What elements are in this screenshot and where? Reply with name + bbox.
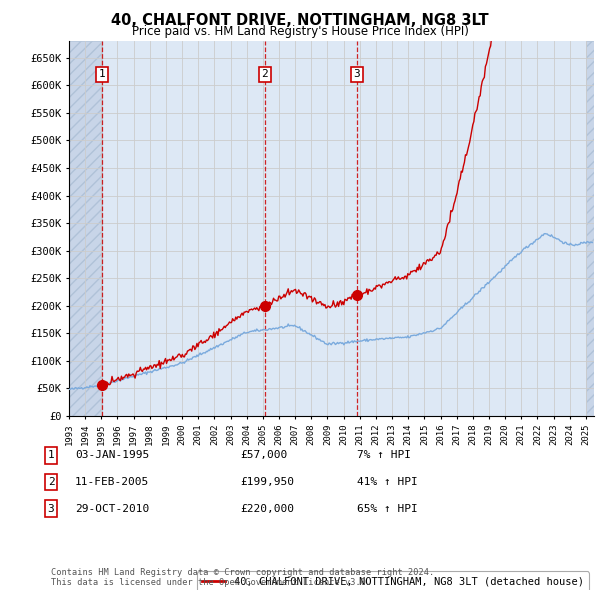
Text: Price paid vs. HM Land Registry's House Price Index (HPI): Price paid vs. HM Land Registry's House … <box>131 25 469 38</box>
Bar <box>69 41 102 416</box>
Text: £57,000: £57,000 <box>240 451 287 460</box>
Text: 11-FEB-2005: 11-FEB-2005 <box>75 477 149 487</box>
Text: 41% ↑ HPI: 41% ↑ HPI <box>357 477 418 487</box>
Text: 29-OCT-2010: 29-OCT-2010 <box>75 504 149 513</box>
Text: 40, CHALFONT DRIVE, NOTTINGHAM, NG8 3LT: 40, CHALFONT DRIVE, NOTTINGHAM, NG8 3LT <box>111 13 489 28</box>
Text: 3: 3 <box>47 504 55 513</box>
Legend: 40, CHALFONT DRIVE, NOTTINGHAM, NG8 3LT (detached house), HPI: Average price, de: 40, CHALFONT DRIVE, NOTTINGHAM, NG8 3LT … <box>197 572 589 590</box>
Text: 03-JAN-1995: 03-JAN-1995 <box>75 451 149 460</box>
Text: 1: 1 <box>98 70 105 80</box>
Text: 65% ↑ HPI: 65% ↑ HPI <box>357 504 418 513</box>
Text: Contains HM Land Registry data © Crown copyright and database right 2024.
This d: Contains HM Land Registry data © Crown c… <box>51 568 434 587</box>
Bar <box>586 41 594 416</box>
Text: 7% ↑ HPI: 7% ↑ HPI <box>357 451 411 460</box>
Text: 1: 1 <box>47 451 55 460</box>
Text: 2: 2 <box>262 70 268 80</box>
Text: 3: 3 <box>353 70 361 80</box>
Text: £199,950: £199,950 <box>240 477 294 487</box>
Text: £220,000: £220,000 <box>240 504 294 513</box>
Text: 2: 2 <box>47 477 55 487</box>
